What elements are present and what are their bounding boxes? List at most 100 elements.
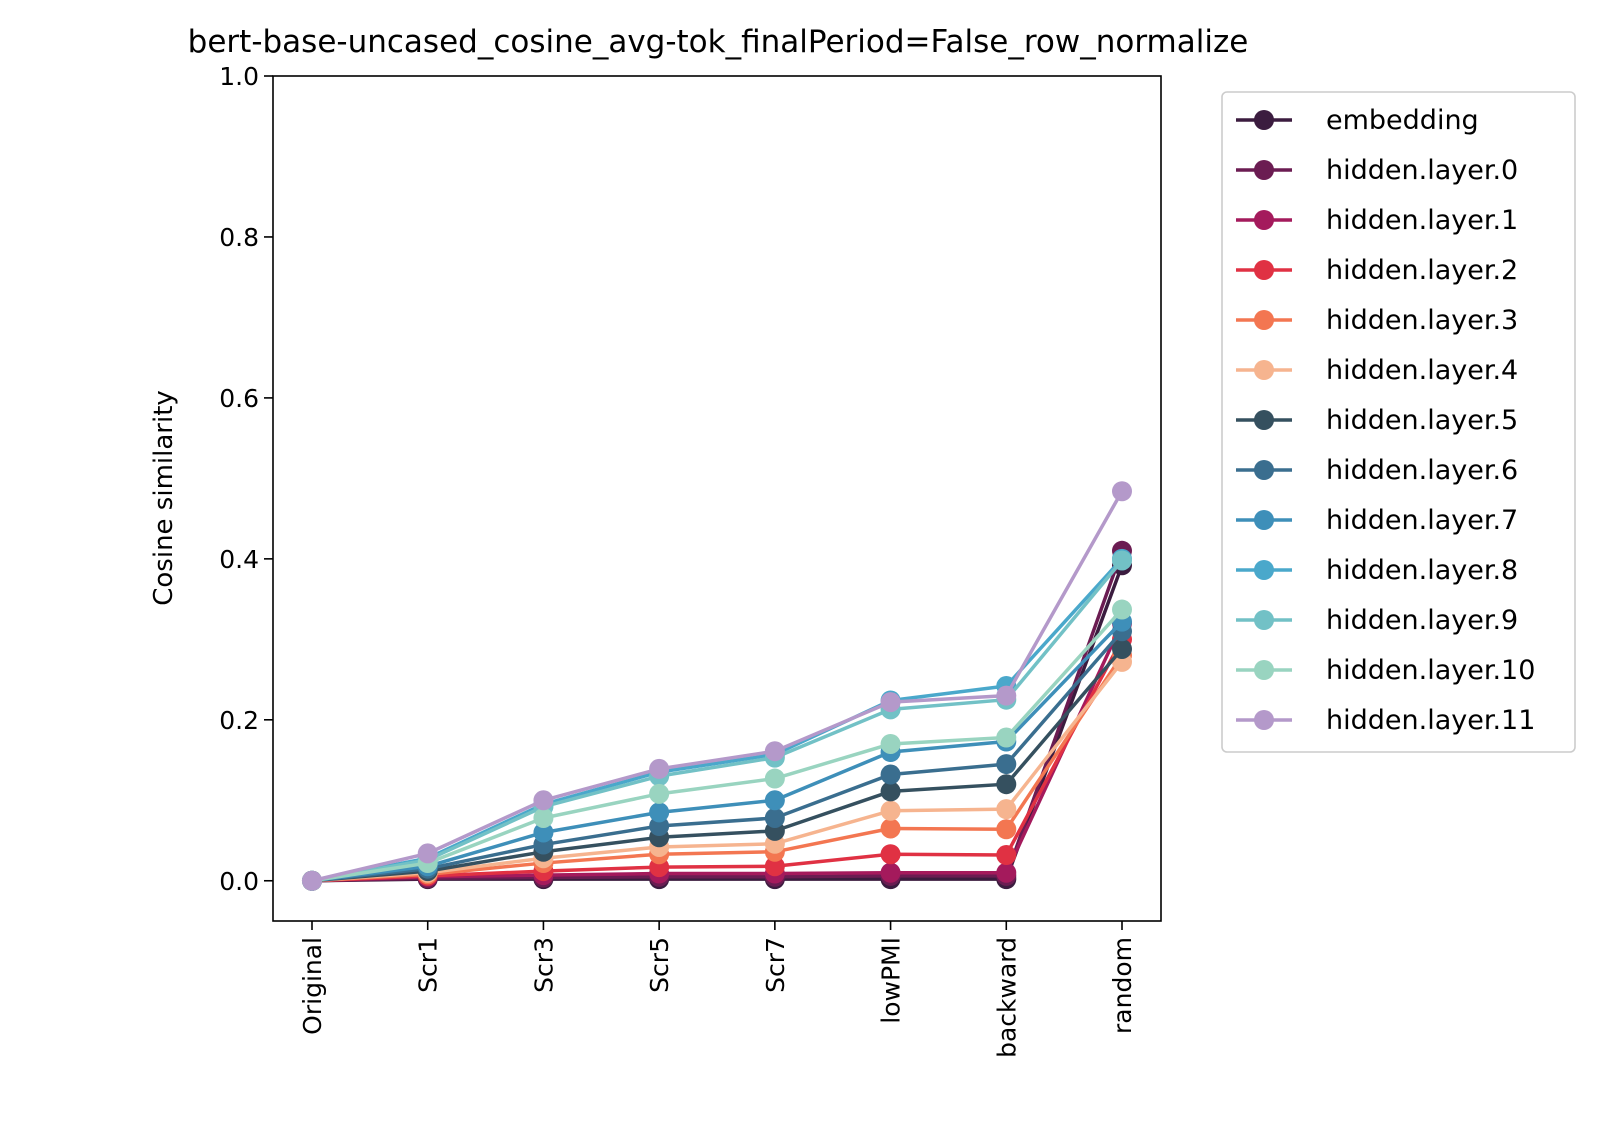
legend-label: embedding	[1326, 105, 1479, 136]
data-point	[533, 790, 554, 811]
series-embedding	[302, 555, 1132, 891]
series-line	[311, 647, 1124, 883]
legend-label: hidden.layer.8	[1326, 555, 1518, 586]
data-point	[649, 783, 670, 804]
data-point	[880, 844, 901, 865]
data-point	[880, 781, 901, 802]
legend-label: hidden.layer.3	[1326, 305, 1518, 336]
legend-item: hidden.layer.0	[1236, 155, 1518, 186]
series-hidden-layer-10	[302, 599, 1132, 891]
legend-marker	[1254, 410, 1274, 430]
series-hidden-layer-11	[302, 481, 1132, 891]
data-point	[880, 764, 901, 785]
legend-marker	[1254, 210, 1274, 230]
data-point	[996, 819, 1017, 840]
series-line	[311, 559, 1124, 883]
data-point	[533, 807, 554, 828]
series-line	[311, 654, 1124, 883]
data-point	[996, 754, 1017, 775]
data-point	[1112, 550, 1132, 571]
series-line	[311, 622, 1124, 883]
data-point	[880, 692, 901, 713]
data-point	[1112, 599, 1132, 620]
legend-label: hidden.layer.11	[1326, 705, 1535, 736]
legend-item: hidden.layer.4	[1236, 355, 1518, 386]
data-point	[533, 822, 554, 843]
data-point	[764, 741, 785, 762]
data-point	[880, 733, 901, 754]
legend-item: embedding	[1236, 105, 1479, 136]
legend-item: hidden.layer.7	[1236, 505, 1518, 536]
data-point	[996, 727, 1017, 748]
legend-label: hidden.layer.10	[1326, 655, 1535, 686]
data-point	[649, 758, 670, 779]
data-point	[996, 774, 1017, 795]
y-tick-label: 0.2	[219, 706, 259, 735]
x-tick-label: Scr1	[414, 937, 443, 993]
legend-marker	[1254, 610, 1274, 630]
data-point	[996, 799, 1017, 820]
legend-item: hidden.layer.10	[1236, 655, 1535, 686]
plot-frame	[272, 75, 1162, 922]
data-point	[880, 800, 901, 821]
data-point	[996, 845, 1017, 866]
series-line	[311, 630, 1124, 883]
y-tick-label: 0.8	[219, 223, 259, 252]
legend-item: hidden.layer.9	[1236, 605, 1518, 636]
data-point	[996, 685, 1017, 706]
legend-marker	[1254, 310, 1274, 330]
legend-label: hidden.layer.1	[1326, 205, 1518, 236]
legend-marker	[1254, 110, 1274, 130]
series-line	[311, 490, 1124, 883]
data-point	[302, 870, 322, 891]
legend-box	[1221, 91, 1576, 753]
y-tick-label: 0.4	[219, 545, 259, 574]
legend-label: hidden.layer.6	[1326, 455, 1518, 486]
data-point	[880, 818, 901, 839]
legend-marker	[1254, 260, 1274, 280]
legend-label: hidden.layer.7	[1326, 505, 1518, 536]
series-line	[311, 638, 1124, 883]
legend-item: hidden.layer.3	[1236, 305, 1518, 336]
data-point	[880, 862, 901, 883]
legend-marker	[1254, 460, 1274, 480]
data-point	[649, 802, 670, 823]
legend-label: hidden.layer.4	[1326, 355, 1518, 386]
x-tick-label: random	[1108, 937, 1137, 1034]
x-tick-label: Scr3	[529, 937, 558, 993]
y-tick-label: 1.0	[219, 62, 259, 91]
series-hidden-layer-8	[302, 548, 1132, 891]
x-tick-label: Scr5	[645, 937, 674, 993]
data-point	[764, 856, 785, 877]
legend-item: hidden.layer.1	[1236, 205, 1518, 236]
legend-label: hidden.layer.9	[1326, 605, 1518, 636]
series-line	[311, 608, 1124, 883]
legend-label: hidden.layer.2	[1326, 255, 1518, 286]
series-layer	[302, 481, 1132, 891]
axes: 0.0 0.2 0.4 0.6 0.8 1.0 Original Scr1 Scr3 Scr5 Sc…	[219, 62, 1137, 1058]
x-tick-label: lowPMI	[877, 937, 906, 1024]
series-hidden-layer-9	[302, 550, 1132, 891]
series-line	[311, 660, 1124, 883]
legend-marker	[1254, 660, 1274, 680]
x-tick-label: Original	[298, 937, 327, 1035]
legend-item: hidden.layer.5	[1236, 405, 1518, 436]
legend-marker	[1254, 510, 1274, 530]
data-point	[996, 862, 1017, 883]
legend-marker	[1254, 560, 1274, 580]
y-axis-label: Cosine similarity	[149, 390, 179, 606]
y-tick-label: 0.6	[219, 384, 259, 413]
legend-marker	[1254, 360, 1274, 380]
data-point	[1112, 481, 1132, 502]
data-point	[764, 790, 785, 811]
legend-marker	[1254, 710, 1274, 730]
series-line	[311, 620, 1124, 883]
x-tick-label: backward	[992, 937, 1021, 1058]
legend-item: hidden.layer.2	[1236, 255, 1518, 286]
legend-label: hidden.layer.5	[1326, 405, 1518, 436]
legend-item: hidden.layer.6	[1236, 455, 1518, 486]
y-tick-label: 0.0	[219, 867, 259, 896]
chart-title: bert-base-uncased_cosine_avg-tok_finalPe…	[188, 24, 1249, 60]
x-tick-label: Scr7	[761, 937, 790, 993]
